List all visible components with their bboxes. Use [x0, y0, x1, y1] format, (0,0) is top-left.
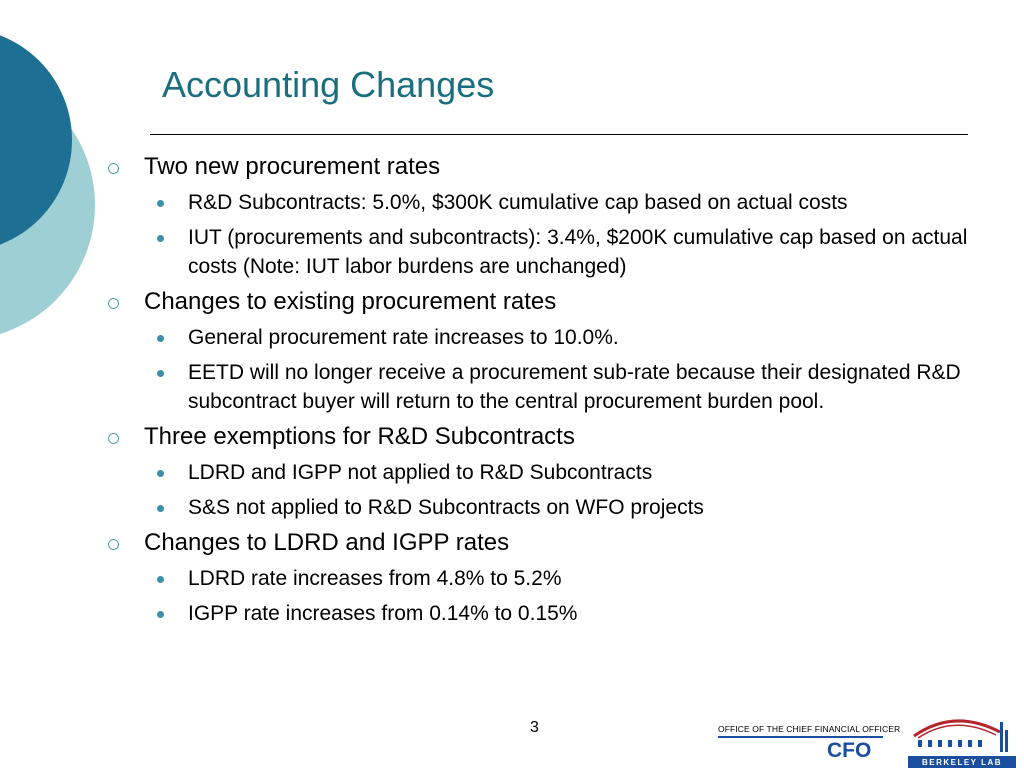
- circle-bullet-icon: [108, 163, 119, 174]
- section-heading: Two new procurement rates: [144, 153, 441, 180]
- list-item: IUT (procurements and subcontracts): 3.4…: [100, 223, 1010, 281]
- section-heading: Three exemptions for R&D Subcontracts: [144, 423, 575, 450]
- list-item-text: IGPP rate increases from 0.14% to 0.15%: [188, 602, 578, 625]
- slide-content: Two new procurement rates R&D Subcontrac…: [100, 150, 1010, 628]
- logo-text: BERKELEY LAB: [922, 758, 1002, 767]
- dot-bullet-icon: [157, 370, 164, 377]
- dot-bullet-icon: [157, 470, 164, 477]
- title-divider: [150, 134, 968, 135]
- dot-bullet-icon: [157, 505, 164, 512]
- section-1: Two new procurement rates: [100, 152, 1010, 182]
- list-item: IGPP rate increases from 0.14% to 0.15%: [100, 599, 1010, 628]
- dot-bullet-icon: [157, 576, 164, 583]
- page-number: 3: [530, 719, 539, 736]
- corner-decoration: [0, 35, 95, 334]
- slide-title: Accounting Changes: [162, 64, 495, 105]
- dot-bullet-icon: [157, 611, 164, 618]
- list-item-text: LDRD rate increases from 4.8% to 5.2%: [188, 567, 562, 590]
- section-3: Three exemptions for R&D Subcontracts: [100, 422, 1010, 452]
- list-item-text: EETD will no longer receive a procuremen…: [188, 361, 961, 413]
- list-item-text: LDRD and IGPP not applied to R&D Subcont…: [188, 461, 653, 484]
- list-item-text: R&D Subcontracts: 5.0%, $300K cumulative…: [188, 191, 848, 214]
- footer-office-label: OFFICE OF THE CHIEF FINANCIAL OFFICER: [718, 724, 901, 734]
- section-heading: Changes to existing procurement rates: [144, 288, 557, 315]
- footer-divider: [718, 736, 883, 738]
- list-item: General procurement rate increases to 10…: [100, 323, 1010, 352]
- circle-bullet-icon: [108, 298, 119, 309]
- section-2: Changes to existing procurement rates: [100, 287, 1010, 317]
- circle-bullet-icon: [108, 433, 119, 444]
- list-item: EETD will no longer receive a procuremen…: [100, 358, 1010, 416]
- list-item-text: IUT (procurements and subcontracts): 3.4…: [188, 226, 968, 278]
- list-item: LDRD and IGPP not applied to R&D Subcont…: [100, 458, 1010, 487]
- list-item: R&D Subcontracts: 5.0%, $300K cumulative…: [100, 188, 1010, 217]
- footer-cfo-label: CFO: [827, 739, 872, 762]
- circle-bullet-icon: [108, 539, 119, 550]
- section-heading: Changes to LDRD and IGPP rates: [144, 529, 510, 556]
- dot-bullet-icon: [157, 200, 164, 207]
- list-item: LDRD rate increases from 4.8% to 5.2%: [100, 564, 1010, 593]
- dark-arc: [0, 35, 72, 245]
- list-item: S&S not applied to R&D Subcontracts on W…: [100, 493, 1010, 522]
- list-item-text: General procurement rate increases to 10…: [188, 326, 619, 349]
- list-item-text: S&S not applied to R&D Subcontracts on W…: [188, 496, 704, 519]
- dot-bullet-icon: [157, 335, 164, 342]
- dot-bullet-icon: [157, 235, 164, 242]
- berkeley-lab-logo: BERKELEY LAB: [908, 719, 1016, 768]
- section-4: Changes to LDRD and IGPP rates: [100, 528, 1010, 558]
